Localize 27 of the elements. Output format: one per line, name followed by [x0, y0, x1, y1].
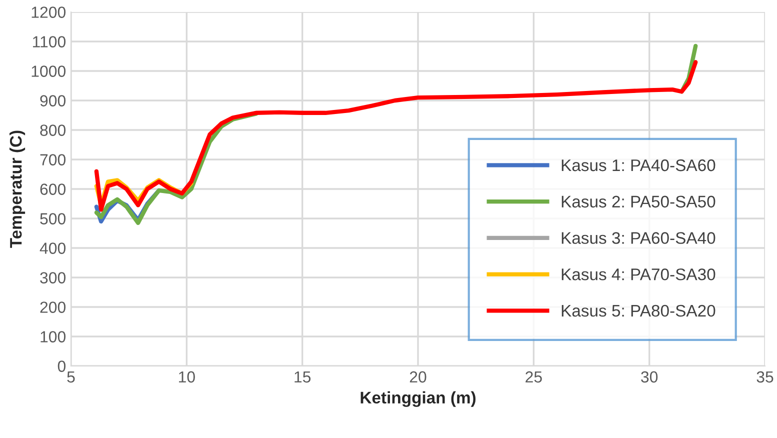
x-tick-label: 20	[410, 371, 426, 383]
y-tick-label: 300	[40, 272, 66, 284]
y-tick-label: 1000	[32, 66, 66, 77]
x-tick-label: 5	[67, 371, 75, 383]
y-tick-label: 600	[40, 184, 66, 195]
y-tick-label: 200	[40, 302, 66, 313]
y-tick-label: 800	[40, 124, 66, 136]
legend-label: Kasus 1: PA40-SA60	[562, 159, 716, 172]
y-tick-label: 900	[40, 95, 66, 106]
y-tick-label: 400	[40, 242, 66, 254]
x-tick-label: 10	[179, 371, 195, 383]
x-tick-label: 30	[641, 371, 658, 383]
y-tick-label: 500	[40, 213, 66, 224]
y-tick-label: 100	[40, 331, 66, 342]
x-axis-title: Ketinggian (m)	[360, 391, 476, 407]
legend-label: Kasus 3: PA60-SA40	[562, 232, 716, 244]
y-tick-label: 1100	[33, 36, 66, 48]
y-axis-title: Temperatur (C)	[10, 130, 26, 248]
legend-label: Kasus 4: PA70-SA30	[562, 268, 716, 280]
legend-label: Kasus 5: PA80-SA20	[562, 304, 716, 317]
x-tick-label: 15	[294, 371, 311, 383]
legend-label: Kasus 2: PA50-SA50	[562, 196, 716, 208]
x-tick-label: 35	[756, 371, 774, 383]
y-tick-label: 700	[40, 154, 66, 166]
x-tick-label: 25	[526, 371, 542, 383]
y-tick-label: 0	[58, 360, 66, 372]
y-tick-label: 1200	[32, 6, 66, 18]
